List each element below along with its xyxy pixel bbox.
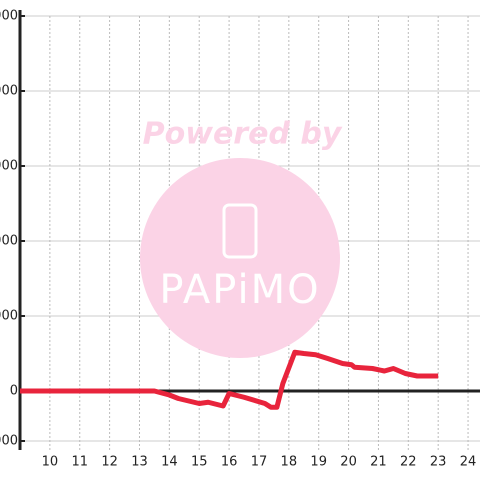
x-tick-label: 24 <box>460 455 477 470</box>
x-tick-label: 13 <box>131 455 148 470</box>
y-tick-label: 90,000 <box>0 159 18 174</box>
x-tick-label: 19 <box>310 455 327 470</box>
x-tick-label: 11 <box>71 455 88 470</box>
x-tick-label: 20 <box>340 455 357 470</box>
watermark-phone <box>222 203 258 259</box>
y-tick-label: 120,000 <box>0 84 18 99</box>
x-tick-label: 17 <box>251 455 268 470</box>
line-series <box>20 349 439 410</box>
x-tick-label: 12 <box>101 455 118 470</box>
y-tick-label: 150,000 <box>0 9 18 24</box>
x-tick-label: 14 <box>161 455 178 470</box>
plot: -20,000 0 30,000 60,000 90,000 120,000 150,000… <box>0 9 480 470</box>
x-tick-label: 18 <box>281 455 298 470</box>
x-tick-label: 10 <box>42 455 59 470</box>
x-tick-label: 22 <box>400 455 417 470</box>
x-tick-label: 21 <box>370 455 387 470</box>
x-tick-label: 15 <box>191 455 208 470</box>
x-tick-label: 23 <box>430 455 447 470</box>
y-tick-label: -20,000 <box>0 434 18 449</box>
y-tick-label: 30,000 <box>0 309 18 324</box>
y-tick-label: 0 <box>10 384 18 399</box>
x-tick-label: 16 <box>221 455 238 470</box>
watermark-text: Powered by <box>143 117 343 152</box>
y-tick-label: 60,000 <box>0 234 18 249</box>
watermark-logo: PAPiMO <box>159 267 320 313</box>
